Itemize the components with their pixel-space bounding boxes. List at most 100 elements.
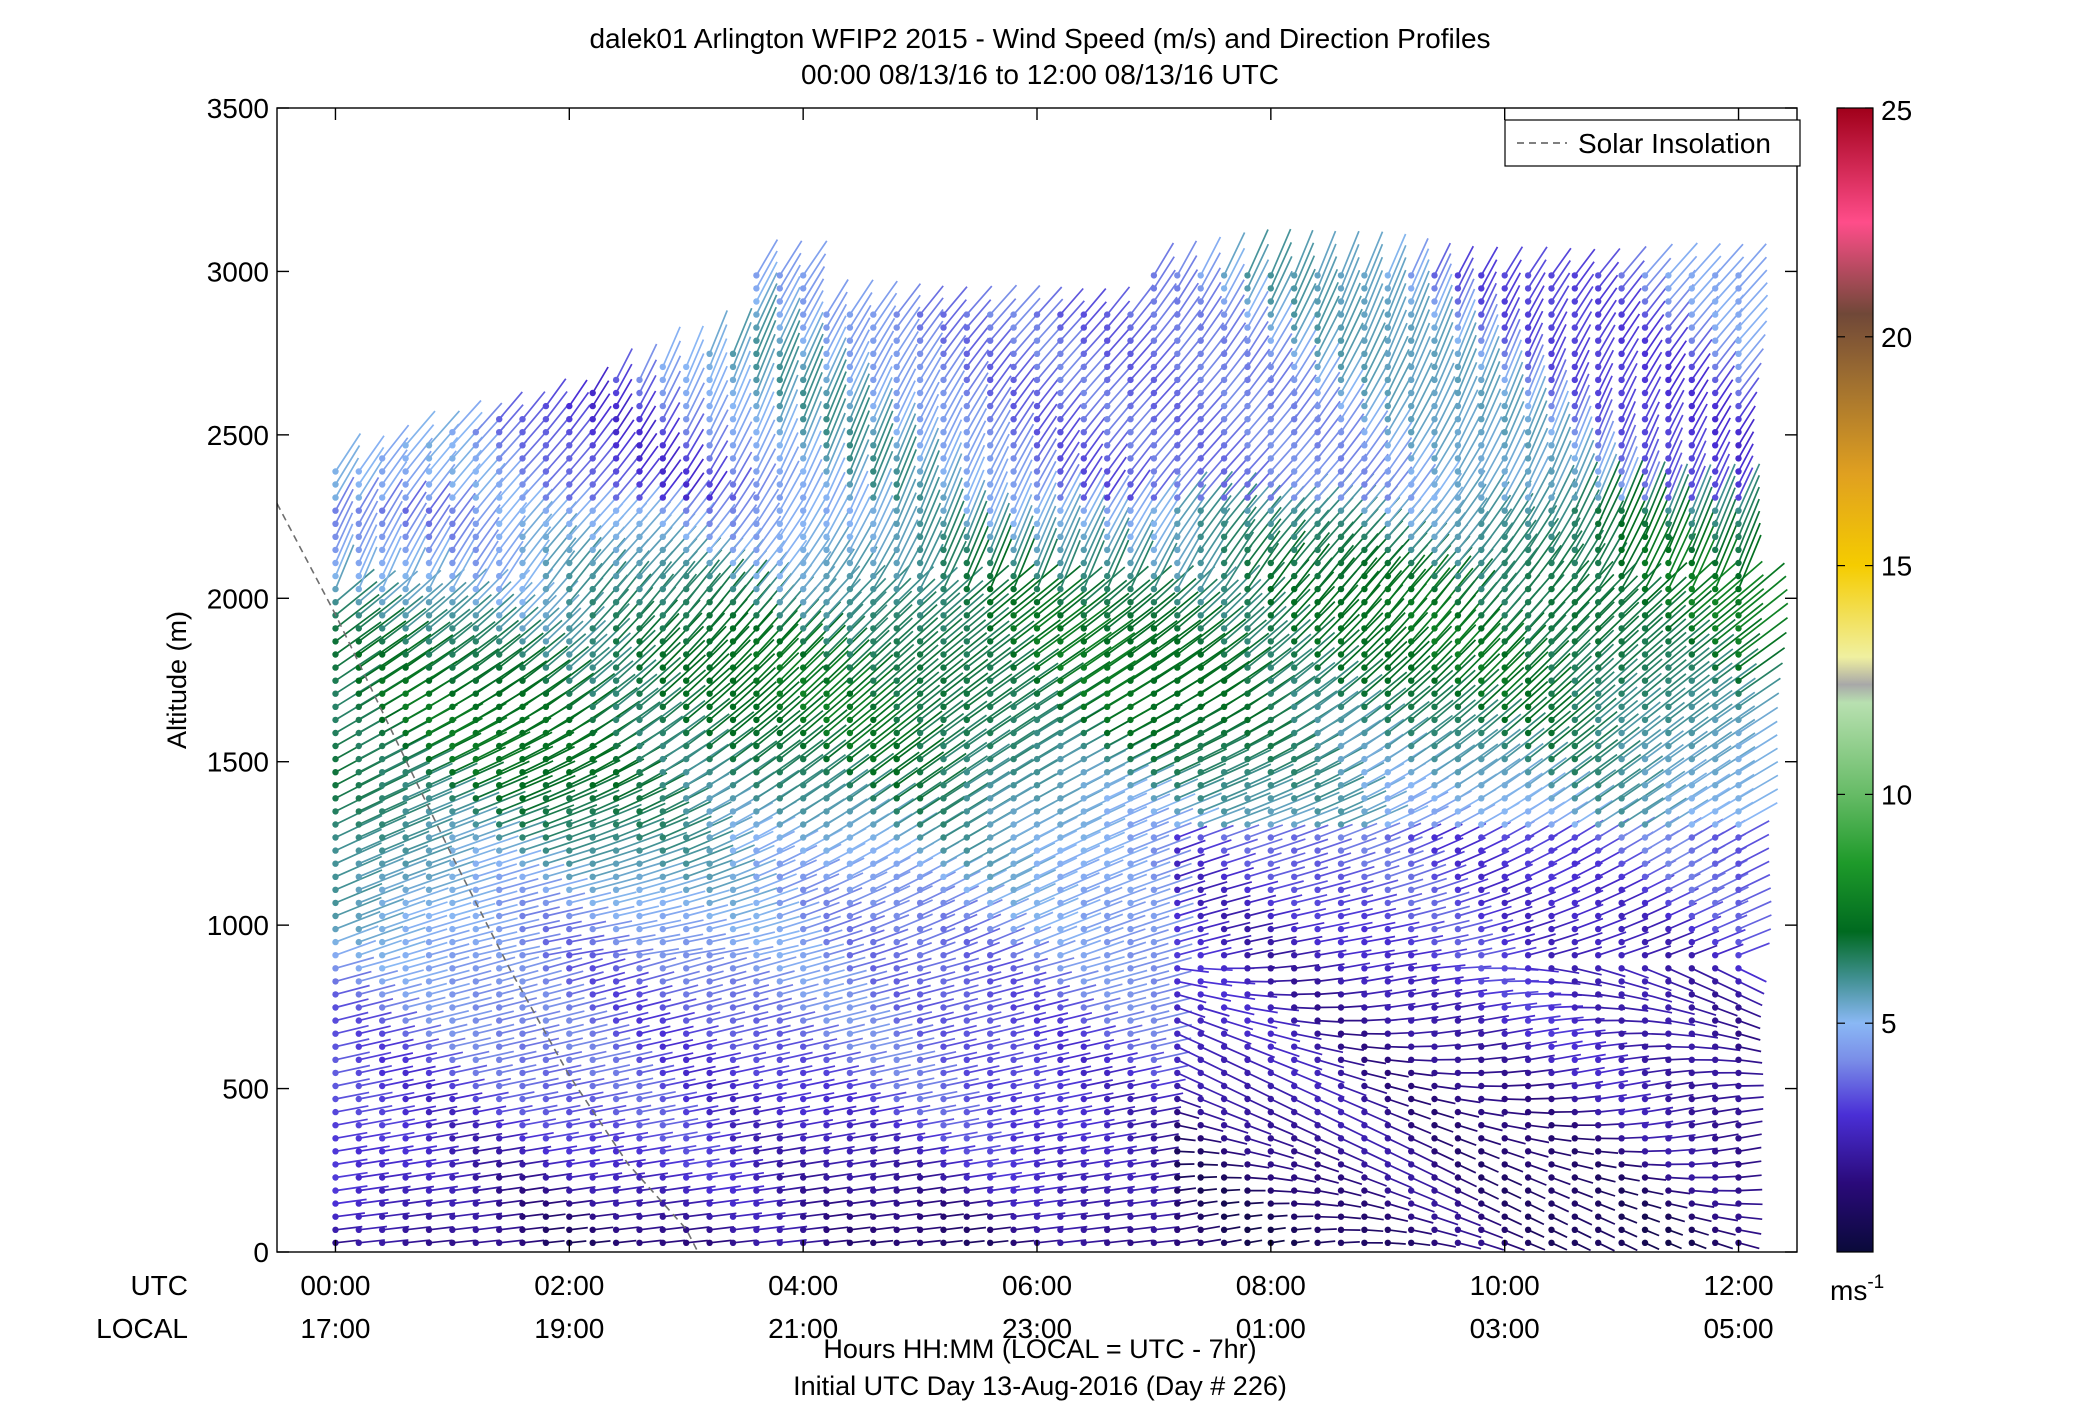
wind-barb bbox=[1059, 591, 1108, 630]
wind-barb-dot bbox=[776, 468, 783, 475]
wind-barb bbox=[1083, 1118, 1115, 1127]
wind-barb bbox=[639, 947, 680, 957]
wind-barb bbox=[803, 1078, 835, 1087]
wind-barb bbox=[1129, 284, 1154, 316]
wind-barb-dot bbox=[519, 638, 526, 645]
wind-barb-dot bbox=[729, 1226, 737, 1234]
wind-barb bbox=[452, 834, 496, 852]
wind-barb-dot bbox=[1010, 324, 1017, 331]
wind-barb bbox=[895, 465, 916, 512]
wind-barb-dot bbox=[519, 1135, 526, 1142]
wind-barb bbox=[568, 646, 610, 682]
wind-barb-dot bbox=[425, 455, 433, 462]
wind-barb bbox=[615, 919, 658, 930]
wind-barb bbox=[545, 1023, 584, 1035]
wind-barb bbox=[849, 1132, 879, 1140]
wind-barb bbox=[1060, 844, 1101, 865]
wind-barb-dot bbox=[870, 1187, 877, 1194]
wind-barb bbox=[896, 1011, 933, 1022]
wind-barb bbox=[499, 1077, 536, 1087]
wind-barb bbox=[615, 659, 657, 695]
wind-barb bbox=[1059, 441, 1080, 472]
wind-barb-dot bbox=[659, 716, 666, 724]
wind-barb bbox=[685, 479, 710, 512]
wind-barb-dot bbox=[1150, 285, 1158, 292]
wind-barb-dot bbox=[612, 559, 620, 567]
wind-barb-dot bbox=[612, 899, 620, 907]
wind-barb bbox=[989, 868, 1033, 891]
wind-barb bbox=[1106, 928, 1146, 943]
wind-barb bbox=[1130, 1051, 1165, 1061]
wind-barb-dot bbox=[776, 1030, 783, 1037]
wind-barb bbox=[428, 1051, 464, 1061]
wind-barb bbox=[849, 292, 873, 329]
wind-barb bbox=[428, 943, 470, 957]
wind-barb bbox=[1013, 1132, 1045, 1140]
wind-barb-dot bbox=[612, 1043, 620, 1050]
wind-barb bbox=[966, 869, 1007, 891]
wind-barb-dot bbox=[683, 769, 690, 776]
wind-barb-dot bbox=[659, 808, 666, 815]
wind-barb-dot bbox=[1104, 1043, 1111, 1050]
wind-barb-dot bbox=[1174, 1017, 1181, 1024]
wind-barb bbox=[522, 969, 562, 983]
wind-barb-dot bbox=[1127, 703, 1134, 710]
wind-barb bbox=[404, 535, 427, 577]
wind-barb-dot bbox=[1033, 520, 1041, 527]
wind-barb-dot bbox=[659, 494, 666, 501]
wind-barb-dot bbox=[496, 899, 503, 907]
wind-barb-dot bbox=[542, 494, 550, 501]
wind-barb bbox=[638, 374, 657, 407]
wind-barb-dot bbox=[870, 952, 877, 959]
wind-barb bbox=[686, 1158, 720, 1166]
wind-barb bbox=[335, 970, 372, 983]
wind-barb-dot bbox=[1174, 1200, 1181, 1207]
wind-barb-dot bbox=[916, 860, 924, 867]
wind-barb-dot bbox=[636, 468, 643, 475]
wind-barb bbox=[826, 929, 863, 943]
wind-barb bbox=[825, 723, 872, 760]
wind-barb-dot bbox=[379, 533, 386, 540]
wind-barb-dot bbox=[846, 782, 854, 789]
wind-barb bbox=[849, 577, 887, 616]
wind-barb bbox=[849, 496, 871, 538]
wind-barb-dot bbox=[846, 834, 854, 841]
wind-barb-dot bbox=[916, 1187, 924, 1194]
wind-barb-dot bbox=[1057, 1122, 1064, 1129]
wind-barb-dot bbox=[449, 494, 456, 501]
wind-barb bbox=[732, 1185, 765, 1192]
wind-barb-dot bbox=[1104, 585, 1111, 593]
wind-barb-dot bbox=[870, 376, 877, 384]
wind-barb bbox=[1130, 1092, 1158, 1100]
wind-barb-dot bbox=[425, 1095, 433, 1103]
wind-barb bbox=[685, 1011, 721, 1022]
wind-barb-dot bbox=[379, 899, 386, 907]
wind-barb-dot bbox=[379, 1148, 386, 1155]
wind-barb-dot bbox=[1150, 912, 1158, 920]
wind-barb bbox=[1153, 822, 1192, 839]
wind-barb-dot bbox=[729, 1095, 737, 1103]
wind-barb-dot bbox=[963, 363, 970, 371]
wind-barb bbox=[591, 380, 610, 407]
wind-barb-dot bbox=[963, 808, 970, 815]
wind-barb-dot bbox=[706, 860, 713, 867]
wind-barb-dot bbox=[893, 677, 900, 684]
wind-barb bbox=[358, 843, 405, 865]
wind-barb-dot bbox=[425, 742, 433, 750]
wind-barb-dot bbox=[916, 677, 924, 684]
wind-barb-dot bbox=[496, 559, 503, 567]
wind-barb-dot bbox=[1080, 1161, 1088, 1168]
wind-barb-dot bbox=[636, 376, 643, 384]
wind-barb bbox=[802, 843, 842, 865]
wind-barb bbox=[452, 1145, 480, 1153]
wind-barb bbox=[428, 982, 470, 996]
wind-barb-dot bbox=[425, 965, 433, 972]
wind-barb-dot bbox=[1080, 533, 1088, 540]
wind-barb-dot bbox=[846, 912, 854, 920]
wind-barb-dot bbox=[566, 847, 573, 854]
wind-barb-dot bbox=[963, 612, 970, 619]
wind-barb-dot bbox=[1127, 1200, 1134, 1207]
wind-barb-dot bbox=[542, 808, 550, 815]
wind-barb-dot bbox=[1057, 821, 1064, 828]
wind-barb bbox=[1013, 1239, 1035, 1244]
